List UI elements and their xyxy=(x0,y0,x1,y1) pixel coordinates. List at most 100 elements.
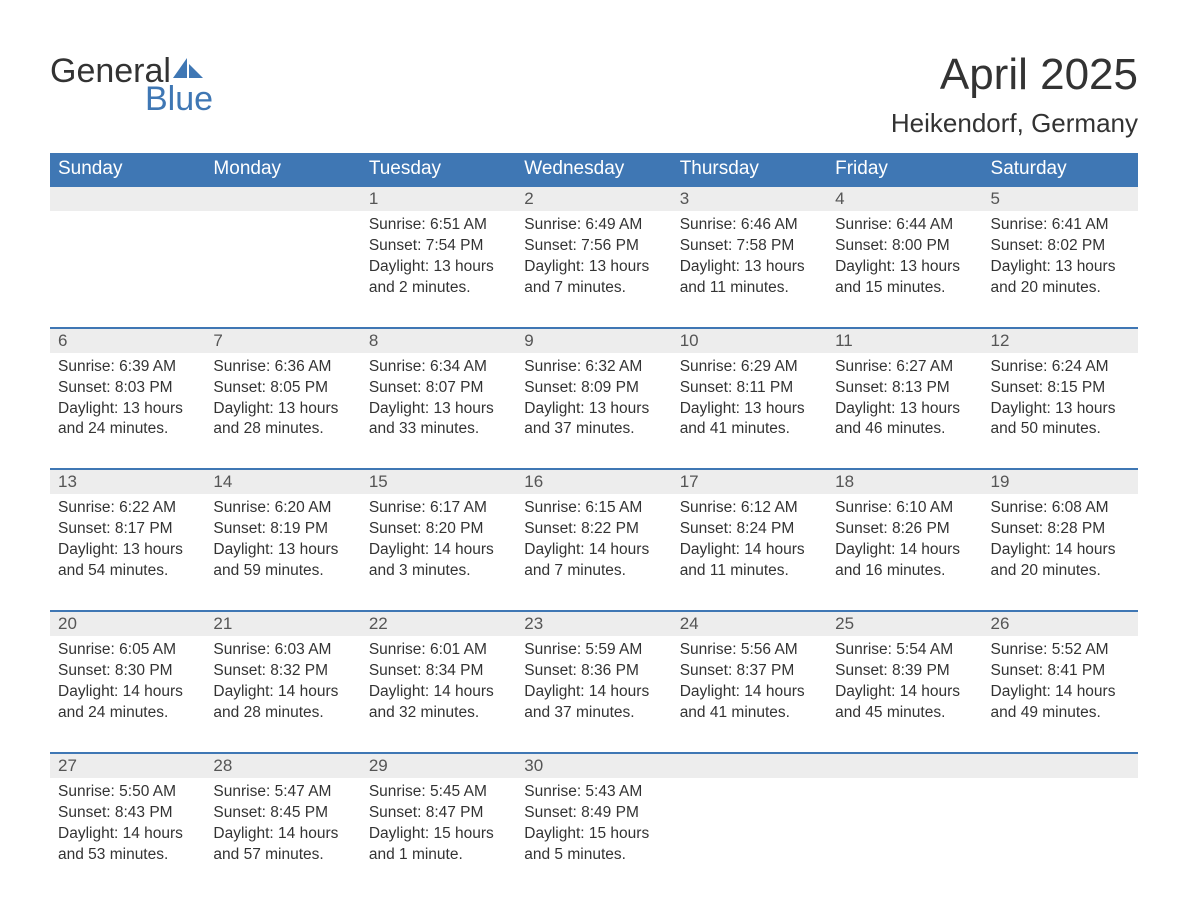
day-number: 23 xyxy=(516,612,671,636)
day-number: 9 xyxy=(516,329,671,353)
day-number: 30 xyxy=(516,754,671,778)
day-number: 19 xyxy=(983,470,1138,494)
daylight-line: Daylight: 14 hours and 24 minutes. xyxy=(58,682,197,724)
day-body xyxy=(205,211,360,319)
sunset-line: Sunset: 7:58 PM xyxy=(680,236,819,257)
calendar-day-cell: 11Sunrise: 6:27 AMSunset: 8:13 PMDayligh… xyxy=(827,328,982,470)
calendar-day-cell: 19Sunrise: 6:08 AMSunset: 8:28 PMDayligh… xyxy=(983,469,1138,611)
day-body: Sunrise: 5:45 AMSunset: 8:47 PMDaylight:… xyxy=(361,778,516,894)
day-number: 11 xyxy=(827,329,982,353)
calendar-day-cell: 30Sunrise: 5:43 AMSunset: 8:49 PMDayligh… xyxy=(516,753,671,894)
location: Heikendorf, Germany xyxy=(891,108,1138,139)
day-body: Sunrise: 5:47 AMSunset: 8:45 PMDaylight:… xyxy=(205,778,360,894)
daylight-line: Daylight: 14 hours and 45 minutes. xyxy=(835,682,974,724)
day-body: Sunrise: 6:49 AMSunset: 7:56 PMDaylight:… xyxy=(516,211,671,327)
day-number: 14 xyxy=(205,470,360,494)
weekday-header: Sunday xyxy=(50,153,205,186)
sunrise-line: Sunrise: 6:15 AM xyxy=(524,498,663,519)
calendar-day-cell: 21Sunrise: 6:03 AMSunset: 8:32 PMDayligh… xyxy=(205,611,360,753)
day-number: 3 xyxy=(672,187,827,211)
day-number: 20 xyxy=(50,612,205,636)
calendar-week-row: 6Sunrise: 6:39 AMSunset: 8:03 PMDaylight… xyxy=(50,328,1138,470)
sunrise-line: Sunrise: 6:03 AM xyxy=(213,640,352,661)
day-number: 8 xyxy=(361,329,516,353)
calendar-week-row: 1Sunrise: 6:51 AMSunset: 7:54 PMDaylight… xyxy=(50,186,1138,328)
calendar-week-row: 13Sunrise: 6:22 AMSunset: 8:17 PMDayligh… xyxy=(50,469,1138,611)
sunset-line: Sunset: 8:24 PM xyxy=(680,519,819,540)
day-body: Sunrise: 6:01 AMSunset: 8:34 PMDaylight:… xyxy=(361,636,516,752)
daylight-line: Daylight: 14 hours and 16 minutes. xyxy=(835,540,974,582)
day-body: Sunrise: 6:36 AMSunset: 8:05 PMDaylight:… xyxy=(205,353,360,469)
day-number: 22 xyxy=(361,612,516,636)
day-body: Sunrise: 6:10 AMSunset: 8:26 PMDaylight:… xyxy=(827,494,982,610)
sunset-line: Sunset: 8:32 PM xyxy=(213,661,352,682)
calendar-day-cell: 16Sunrise: 6:15 AMSunset: 8:22 PMDayligh… xyxy=(516,469,671,611)
weekday-header: Tuesday xyxy=(361,153,516,186)
calendar-day-cell: 1Sunrise: 6:51 AMSunset: 7:54 PMDaylight… xyxy=(361,186,516,328)
day-body xyxy=(983,778,1138,886)
day-number: 15 xyxy=(361,470,516,494)
sunset-line: Sunset: 8:22 PM xyxy=(524,519,663,540)
calendar-week-row: 20Sunrise: 6:05 AMSunset: 8:30 PMDayligh… xyxy=(50,611,1138,753)
calendar-day-cell xyxy=(983,753,1138,894)
sunset-line: Sunset: 8:09 PM xyxy=(524,378,663,399)
day-number: 27 xyxy=(50,754,205,778)
day-body: Sunrise: 6:51 AMSunset: 7:54 PMDaylight:… xyxy=(361,211,516,327)
sunset-line: Sunset: 8:36 PM xyxy=(524,661,663,682)
calendar-day-cell: 10Sunrise: 6:29 AMSunset: 8:11 PMDayligh… xyxy=(672,328,827,470)
daylight-line: Daylight: 15 hours and 1 minute. xyxy=(369,824,508,866)
day-body: Sunrise: 5:59 AMSunset: 8:36 PMDaylight:… xyxy=(516,636,671,752)
sunrise-line: Sunrise: 5:52 AM xyxy=(991,640,1130,661)
sunrise-line: Sunrise: 6:44 AM xyxy=(835,215,974,236)
calendar-day-cell xyxy=(50,186,205,328)
calendar-day-cell xyxy=(827,753,982,894)
day-number xyxy=(983,754,1138,778)
day-body: Sunrise: 6:12 AMSunset: 8:24 PMDaylight:… xyxy=(672,494,827,610)
calendar-day-cell: 26Sunrise: 5:52 AMSunset: 8:41 PMDayligh… xyxy=(983,611,1138,753)
day-body: Sunrise: 6:05 AMSunset: 8:30 PMDaylight:… xyxy=(50,636,205,752)
sunset-line: Sunset: 7:54 PM xyxy=(369,236,508,257)
daylight-line: Daylight: 13 hours and 2 minutes. xyxy=(369,257,508,299)
day-number: 1 xyxy=(361,187,516,211)
sunrise-line: Sunrise: 6:27 AM xyxy=(835,357,974,378)
header: General Blue April 2025 Heikendorf, Germ… xyxy=(50,50,1138,139)
sunset-line: Sunset: 8:15 PM xyxy=(991,378,1130,399)
day-body: Sunrise: 5:54 AMSunset: 8:39 PMDaylight:… xyxy=(827,636,982,752)
day-body xyxy=(827,778,982,886)
daylight-line: Daylight: 13 hours and 54 minutes. xyxy=(58,540,197,582)
daylight-line: Daylight: 13 hours and 20 minutes. xyxy=(991,257,1130,299)
calendar-day-cell: 7Sunrise: 6:36 AMSunset: 8:05 PMDaylight… xyxy=(205,328,360,470)
daylight-line: Daylight: 13 hours and 46 minutes. xyxy=(835,399,974,441)
sunset-line: Sunset: 8:19 PM xyxy=(213,519,352,540)
sunrise-line: Sunrise: 6:49 AM xyxy=(524,215,663,236)
day-number: 21 xyxy=(205,612,360,636)
calendar-day-cell: 13Sunrise: 6:22 AMSunset: 8:17 PMDayligh… xyxy=(50,469,205,611)
day-number: 17 xyxy=(672,470,827,494)
weekday-header: Saturday xyxy=(983,153,1138,186)
calendar-table: SundayMondayTuesdayWednesdayThursdayFrid… xyxy=(50,153,1138,893)
sunset-line: Sunset: 8:07 PM xyxy=(369,378,508,399)
sunrise-line: Sunrise: 6:05 AM xyxy=(58,640,197,661)
daylight-line: Daylight: 13 hours and 24 minutes. xyxy=(58,399,197,441)
sunset-line: Sunset: 8:47 PM xyxy=(369,803,508,824)
daylight-line: Daylight: 13 hours and 33 minutes. xyxy=(369,399,508,441)
sunrise-line: Sunrise: 6:17 AM xyxy=(369,498,508,519)
calendar-day-cell: 4Sunrise: 6:44 AMSunset: 8:00 PMDaylight… xyxy=(827,186,982,328)
sunset-line: Sunset: 7:56 PM xyxy=(524,236,663,257)
calendar-day-cell xyxy=(672,753,827,894)
calendar-day-cell: 8Sunrise: 6:34 AMSunset: 8:07 PMDaylight… xyxy=(361,328,516,470)
sunrise-line: Sunrise: 6:08 AM xyxy=(991,498,1130,519)
calendar-day-cell: 24Sunrise: 5:56 AMSunset: 8:37 PMDayligh… xyxy=(672,611,827,753)
daylight-line: Daylight: 13 hours and 15 minutes. xyxy=(835,257,974,299)
logo-word-2: Blue xyxy=(145,82,213,116)
day-number xyxy=(50,187,205,211)
day-body: Sunrise: 6:17 AMSunset: 8:20 PMDaylight:… xyxy=(361,494,516,610)
sunrise-line: Sunrise: 6:22 AM xyxy=(58,498,197,519)
sunset-line: Sunset: 8:02 PM xyxy=(991,236,1130,257)
sunset-line: Sunset: 8:00 PM xyxy=(835,236,974,257)
weekday-header: Wednesday xyxy=(516,153,671,186)
calendar-day-cell: 28Sunrise: 5:47 AMSunset: 8:45 PMDayligh… xyxy=(205,753,360,894)
calendar-week-row: 27Sunrise: 5:50 AMSunset: 8:43 PMDayligh… xyxy=(50,753,1138,894)
day-number xyxy=(827,754,982,778)
sunset-line: Sunset: 8:49 PM xyxy=(524,803,663,824)
